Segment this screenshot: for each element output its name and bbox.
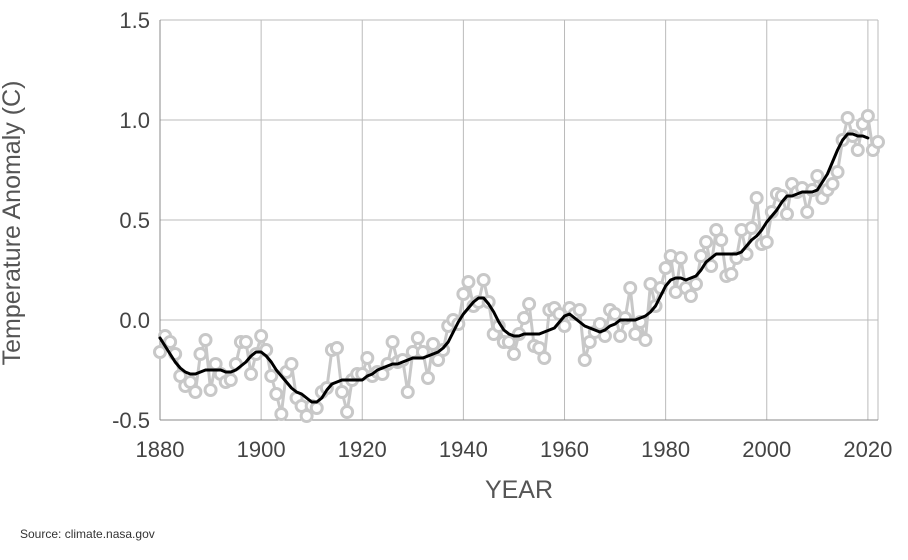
annual-point	[254, 329, 269, 343]
annual-point	[476, 273, 491, 287]
annual-point	[188, 385, 203, 399]
annual-point	[309, 401, 324, 415]
annual-point	[501, 335, 516, 349]
annual-point	[714, 233, 729, 247]
annual-point	[385, 335, 400, 349]
annual-point	[506, 347, 521, 361]
annual-point	[335, 385, 350, 399]
annual-point	[779, 207, 794, 221]
annual-point	[704, 259, 719, 273]
grid	[159, 19, 879, 421]
y-tick-label: 0.0	[119, 308, 150, 333]
annual-point	[420, 371, 435, 385]
annual-point	[198, 333, 213, 347]
annual-point	[572, 303, 587, 317]
x-tick-label: 1920	[338, 437, 387, 462]
annual-point	[683, 289, 698, 303]
annual-point	[329, 341, 344, 355]
annual-point	[850, 143, 865, 157]
y-tick-label: -0.5	[112, 408, 150, 433]
annual-point	[537, 351, 552, 365]
smoothed-series-line	[158, 132, 870, 404]
annual-point	[461, 275, 476, 289]
annual-point	[153, 345, 167, 359]
annual-point	[699, 235, 714, 249]
annual-point	[269, 387, 284, 401]
annual-point	[400, 385, 415, 399]
annual-point	[557, 319, 572, 333]
annual-point	[340, 405, 355, 419]
annual-point	[638, 333, 653, 347]
x-tick-label: 1900	[237, 437, 286, 462]
y-tick-label: 0.5	[119, 208, 150, 233]
annual-point	[871, 135, 885, 149]
annual-point	[456, 287, 471, 301]
annual-point	[193, 347, 208, 361]
annual-point	[203, 383, 218, 397]
x-tick-label: 1940	[439, 437, 488, 462]
annual-point	[810, 169, 825, 183]
annual-point	[749, 191, 764, 205]
annual-point	[613, 329, 628, 343]
annual-point	[673, 251, 688, 265]
tick-labels: 1880 1900 1920 1940 1960 1980 2000 2020 -0.5 0.0 0…	[112, 8, 892, 462]
annual-point	[860, 109, 875, 123]
y-axis-title: Temperature Anomaly (C)	[0, 81, 26, 366]
annual-point	[522, 297, 537, 311]
y-tick-label: 1.0	[119, 108, 150, 133]
annual-point	[410, 331, 425, 345]
annual-point	[274, 407, 289, 421]
smoothed-series	[158, 132, 870, 404]
annual-point	[577, 353, 592, 367]
annual-point	[360, 351, 375, 365]
annual-point	[238, 335, 253, 349]
x-tick-label: 2020	[843, 437, 892, 462]
annual-point	[284, 357, 299, 371]
annual-point	[163, 335, 178, 349]
annual-point	[244, 367, 259, 381]
annual-point	[223, 373, 238, 387]
annual-point	[623, 281, 638, 295]
annual-point	[744, 221, 759, 235]
annual-point	[628, 327, 643, 341]
annual-point	[517, 311, 532, 325]
source-note: Source: climate.nasa.gov	[20, 527, 155, 541]
annual-point	[618, 311, 633, 325]
annual-point	[694, 249, 709, 263]
x-axis-title: YEAR	[485, 476, 553, 504]
annual-point	[592, 317, 607, 331]
annual-point	[264, 369, 279, 383]
annual-point	[800, 205, 815, 219]
x-tick-label: 1960	[540, 437, 589, 462]
annual-point	[825, 177, 840, 191]
annual-point	[426, 337, 441, 351]
annual-point	[436, 343, 451, 357]
annual-point	[759, 235, 774, 249]
annual-point	[724, 267, 739, 281]
annual-point	[688, 277, 703, 291]
annual-series	[153, 109, 885, 423]
annual-point	[840, 111, 855, 125]
annual-point	[658, 261, 673, 275]
x-tick-label: 1880	[136, 437, 185, 462]
chart-svg: 1880 1900 1920 1940 1960 1980 2000 2020 -0.5 0.0 0…	[0, 8, 892, 504]
x-tick-label: 2000	[742, 437, 791, 462]
x-tick-label: 1980	[641, 437, 690, 462]
annual-point	[830, 165, 845, 179]
y-tick-label: 1.5	[119, 8, 150, 33]
